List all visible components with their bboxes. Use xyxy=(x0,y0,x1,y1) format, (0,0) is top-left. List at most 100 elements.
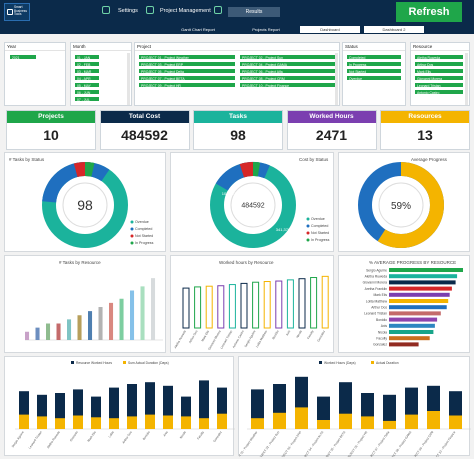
series-2-bar xyxy=(427,411,440,429)
project-filter-label: Project xyxy=(135,43,339,51)
series-2-bar xyxy=(127,416,137,429)
hours-bar xyxy=(298,278,306,329)
kpi-label: Resources xyxy=(381,111,469,123)
kpi-label: Tasks xyxy=(194,111,282,123)
project-chip[interactable]: PROJECT 05 - Project Delta xyxy=(138,68,236,74)
hours-category-label: Gonzalez xyxy=(316,329,326,342)
month-chip[interactable]: 05 - MAY xyxy=(74,82,100,88)
category-label: PROJECT 02 - Project Sun xyxy=(256,430,280,457)
category-label: PROJECT 01 - Project Weather xyxy=(239,430,258,457)
kpi-label: Worked Hours xyxy=(287,111,376,123)
cost-donut-in-progress xyxy=(210,162,296,248)
category-label: Arthur Dos xyxy=(121,430,133,444)
results-button[interactable]: Results xyxy=(228,7,280,17)
project-scrollbar[interactable] xyxy=(335,53,338,105)
project-chip[interactable]: PROJECT 07 - Project BETA xyxy=(138,75,236,81)
series-1-bar xyxy=(55,393,65,429)
tasks-bar xyxy=(140,286,145,340)
kpi-value: 2471 xyxy=(315,127,348,143)
progress-bar xyxy=(389,268,463,272)
project-chip[interactable]: PROJECT 01 - Project Weather xyxy=(138,54,236,60)
month-chip[interactable]: 03 - MAR xyxy=(74,68,100,74)
series-2-bar xyxy=(361,416,374,429)
project-hours-chart: Worked Hours (Days) Actual Duration PROJEC… xyxy=(239,361,471,457)
cost-by-status-panel: Cost by Status 484592 105,562 341,379 Ov… xyxy=(170,152,334,252)
progress-bar xyxy=(389,286,452,291)
project-chip[interactable]: PROJECT 08 - Project CRM xyxy=(239,75,337,81)
category-label: PROJECT 06 - Project HR xyxy=(345,430,369,457)
avg-progress-resource-title: % AVERAGE PROGRESS BY RESOURCE xyxy=(369,260,457,265)
tasks-by-resource-panel: # Tasks by Resource xyxy=(4,255,166,353)
hours-category-label: Axis xyxy=(285,329,292,336)
category-label: Giovanni xyxy=(69,430,79,442)
tasks-bar xyxy=(151,278,156,340)
project-chip[interactable]: PROJECT 10 - Project Finance xyxy=(239,82,337,88)
cost-by-status-title: Cost by Status xyxy=(299,157,329,162)
month-scrollbar[interactable] xyxy=(127,53,130,105)
series-1-bar xyxy=(383,394,396,429)
status-chip[interactable]: Not Started xyxy=(346,68,402,74)
tab-gantt[interactable]: Gantt Chart Report xyxy=(181,27,215,32)
tasks-donut-svg: 98 Overdue Completed Not Started In Prog… xyxy=(42,162,154,248)
project-chip[interactable]: PROJECT 06 - Project Alfa xyxy=(239,68,337,74)
resource-chip[interactable]: Leonard Tristan xyxy=(414,82,464,88)
tab-dashboard[interactable]: Dashboard xyxy=(300,26,360,33)
resource-scrollbar[interactable] xyxy=(465,53,468,105)
category-label: PROJECT 04 - Project ALFA xyxy=(299,430,324,457)
progress-donut-value xyxy=(358,162,444,248)
project-chip[interactable]: PROJECT 04 - Project GAMA xyxy=(239,61,337,67)
tasks-bar xyxy=(130,290,135,340)
tab-dashboard-2[interactable]: Dashboard 2 xyxy=(364,26,424,33)
month-chip[interactable]: 02 - FEB xyxy=(74,61,100,67)
resource-chip[interactable]: Antonio Castro xyxy=(414,89,464,95)
project-chip[interactable]: PROJECT 09 - Project HR xyxy=(138,82,236,88)
tab-projects-report[interactable]: Projects Report xyxy=(252,27,280,32)
progress-bar xyxy=(389,292,450,297)
nav-project-management[interactable]: Project Management xyxy=(160,8,211,14)
legend-in-progress: In Progress xyxy=(135,241,154,245)
nav-settings[interactable]: Settings xyxy=(118,8,138,14)
worked-hours-title: Worked hours by Resource xyxy=(219,260,274,265)
month-chip[interactable]: 04 - APR xyxy=(74,75,100,81)
category-label: Lolita xyxy=(107,430,115,438)
month-chip[interactable]: 07 - JUL xyxy=(74,96,100,102)
tabs-bar xyxy=(0,24,474,34)
progress-category-label: Lolita Matthew xyxy=(366,299,388,303)
category-label: Gonzalez xyxy=(212,430,223,443)
resource-chip[interactable]: Arthur Dos xyxy=(414,61,464,67)
resource-chip[interactable]: Giovanni Morera xyxy=(414,75,464,81)
cost-legend-completed: Completed xyxy=(311,224,328,228)
gear-icon[interactable] xyxy=(102,6,110,14)
progress-bar xyxy=(389,299,449,303)
category-label: Aletha Ruweda xyxy=(46,430,61,449)
resource-chip[interactable]: Mark Elis xyxy=(414,68,464,74)
project-chip[interactable]: PROJECT 03 - Project ERP xyxy=(138,61,236,67)
org-chart-icon[interactable] xyxy=(146,6,154,14)
project-chip[interactable]: PROJECT 02 - Project Sun xyxy=(239,54,337,60)
tasks-bar xyxy=(56,323,61,340)
donut-not-started xyxy=(42,162,128,248)
year-chip[interactable]: 2021 xyxy=(9,54,37,60)
legend-overdue: Overdue xyxy=(135,220,149,224)
tasks-bar xyxy=(88,311,93,340)
resource-chip[interactable]: Aletha Ruweda xyxy=(414,54,464,60)
progress-donut-center: 59% xyxy=(391,201,411,212)
series-2-bar xyxy=(251,418,264,429)
progress-bar xyxy=(389,336,430,341)
series-2-bar xyxy=(317,420,330,429)
month-chip[interactable]: 06 - JUN xyxy=(74,89,100,95)
refresh-button[interactable]: Refresh xyxy=(396,2,462,22)
hours-bar xyxy=(286,279,294,329)
status-chip[interactable]: Completed xyxy=(346,54,402,60)
tasks-donut-center: 98 xyxy=(77,197,93,213)
month-chip[interactable]: 01 - JAN xyxy=(74,54,100,60)
status-chip[interactable]: In Progress xyxy=(346,61,402,67)
series-2-bar xyxy=(73,415,83,429)
hours-category-label: Nicola xyxy=(295,329,303,339)
monitor-icon[interactable] xyxy=(214,6,222,14)
logo-text: Smart Business Tools xyxy=(14,5,27,17)
status-chip[interactable]: Overdue xyxy=(346,75,402,81)
series-2-bar xyxy=(449,415,462,429)
hours-bar xyxy=(194,286,202,329)
tasks-bar xyxy=(119,298,124,340)
